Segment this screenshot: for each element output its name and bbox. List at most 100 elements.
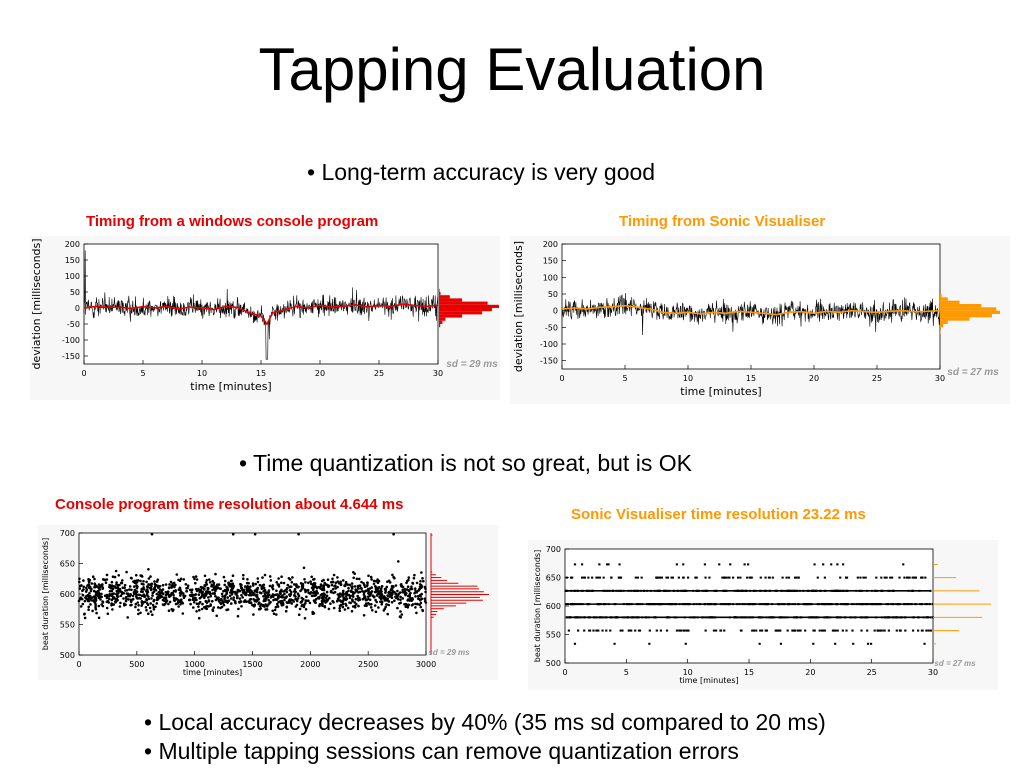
console-resolution-point (287, 601, 291, 604)
console-resolution-point (377, 606, 380, 609)
sonic-resolution-point (895, 629, 898, 632)
console-resolution-xtick-label: 500 (129, 660, 144, 669)
console-resolution-point (276, 583, 280, 586)
console-resolution-point (98, 588, 101, 591)
console-resolution-point (307, 591, 310, 595)
sonic-resolution-point (665, 629, 669, 632)
sonic-resolution-point (793, 576, 797, 579)
sonic-resolution-point (609, 629, 612, 632)
sonic-resolution-point (640, 576, 643, 579)
console-resolution-point (222, 603, 226, 607)
console-resolution-point (133, 585, 136, 588)
sonic-resolution-point (878, 629, 881, 632)
console-resolution-point (310, 582, 313, 586)
sonic-resolution-point (891, 576, 894, 579)
sonic-resolution-point (775, 629, 778, 632)
console-resolution-point (232, 596, 236, 599)
console-resolution-point (347, 586, 350, 590)
sonic-resolution-point (813, 563, 816, 566)
console-resolution-point (277, 597, 280, 600)
console-resolution-point (277, 577, 280, 580)
console-resolution-point (394, 584, 398, 587)
console-resolution-point (362, 591, 366, 594)
sonic-resolution-point (728, 576, 731, 579)
console-resolution-point (271, 587, 275, 591)
sonic-resolution-point (904, 629, 907, 632)
console-resolution-point (420, 571, 423, 574)
console-resolution-point (360, 580, 363, 584)
console-resolution-point (399, 610, 402, 613)
console-resolution-point (334, 587, 338, 590)
sonic-resolution-point (605, 563, 609, 566)
console-resolution-point (343, 608, 347, 611)
console-resolution-point (312, 587, 315, 590)
sonic-resolution-point (628, 629, 631, 632)
console-deviation-xtick-label: 10 (197, 369, 207, 378)
console-resolution-point (377, 586, 381, 589)
sonic-resolution-point (694, 576, 697, 579)
console-resolution-point (97, 616, 101, 620)
console-resolution-point (219, 606, 222, 610)
console-resolution-point (131, 594, 135, 598)
console-resolution-point (110, 594, 113, 597)
console-resolution-point (97, 604, 101, 608)
console-resolution-point (267, 599, 271, 602)
console-resolution-point (211, 584, 214, 588)
console-resolution-point (198, 608, 201, 612)
console-resolution-point (216, 583, 219, 586)
console-resolution-point (125, 592, 128, 595)
sonic-deviation-ytick-label: -100 (540, 340, 558, 349)
console-resolution-point (256, 577, 260, 580)
console-resolution-point (305, 595, 308, 599)
console-deviation-ylabel: deviation [milliseconds] (30, 238, 43, 369)
console-resolution-point (106, 612, 110, 615)
console-resolution-point (145, 585, 149, 588)
console-resolution-point (200, 607, 204, 611)
console-resolution-point (194, 587, 198, 591)
console-resolution-point (110, 589, 114, 593)
sonic-resolution-point (925, 629, 928, 632)
sonic-resolution-point (859, 576, 862, 579)
console-resolution-point (214, 594, 217, 598)
console-resolution-point (129, 603, 132, 607)
console-resolution-point (339, 603, 343, 607)
sonic-resolution-point (931, 603, 934, 606)
console-resolution-point (93, 582, 96, 585)
sonic-resolution-point (889, 576, 892, 579)
console-resolution-point (352, 576, 356, 580)
console-resolution-point (288, 589, 292, 592)
console-deviation-ytick-label: 150 (65, 256, 80, 265)
console-resolution-point (182, 578, 186, 581)
sonic-resolution-ytick-label: 600 (546, 602, 561, 611)
console-resolution-point (240, 588, 244, 592)
console-resolution-point (356, 594, 360, 598)
console-resolution-point (303, 578, 306, 581)
console-resolution-point (350, 582, 354, 585)
console-resolution-point (205, 579, 209, 582)
sonic-resolution-point (836, 629, 839, 632)
console-resolution-point (390, 601, 394, 604)
sonic-resolution-point (595, 629, 598, 632)
console-resolution-point (290, 581, 294, 584)
console-resolution-point (145, 598, 148, 601)
console-resolution-point (371, 608, 374, 612)
console-resolution-point (226, 596, 229, 599)
console-resolution-point (264, 608, 267, 611)
sonic-resolution-xtick-label: 30 (928, 668, 938, 677)
console-resolution-point (386, 594, 390, 597)
console-resolution-point (314, 601, 317, 605)
console-resolution-point (330, 591, 333, 594)
sonic-deviation-xtick-label: 25 (872, 374, 882, 383)
console-resolution-point (369, 606, 373, 609)
console-resolution-point (231, 574, 235, 577)
console-resolution-point (175, 573, 179, 576)
sonic-resolution-point (869, 642, 873, 645)
console-resolution-point (288, 593, 291, 596)
console-resolution-point (124, 599, 128, 603)
console-resolution-point (146, 603, 150, 607)
console-resolution-point (119, 594, 123, 598)
console-resolution-point (351, 594, 354, 597)
console-resolution-point (128, 588, 131, 591)
console-resolution-point (297, 532, 300, 536)
console-resolution-point (375, 600, 379, 604)
